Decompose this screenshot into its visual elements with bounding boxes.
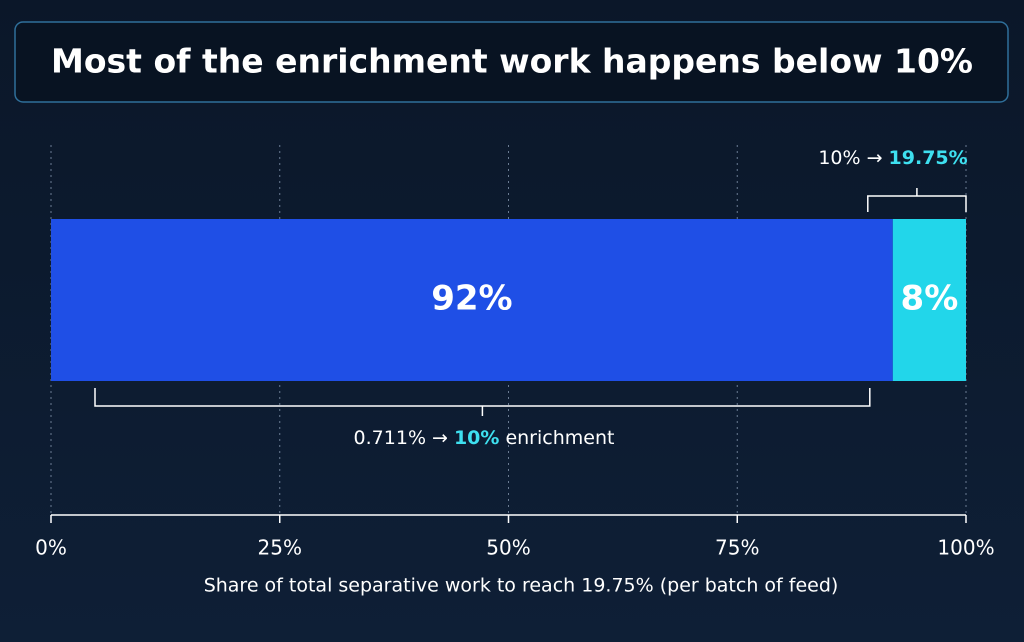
annotation-part: 10% → xyxy=(818,147,882,169)
x-tick-label: 25% xyxy=(258,536,302,560)
annotation-part: 10% xyxy=(454,427,499,449)
x-tick-label: 0% xyxy=(35,536,67,560)
annotation-part: enrichment xyxy=(505,427,614,449)
annotation-part: 19.75% xyxy=(889,147,968,169)
value-label: 8% xyxy=(901,279,959,319)
annotation-part: 0.711% → xyxy=(354,427,448,449)
chart-title: Most of the enrichment work happens belo… xyxy=(51,42,973,81)
title-box xyxy=(14,21,1009,103)
annotation: 10% → 19.75% xyxy=(818,147,967,169)
x-axis-label: Share of total separative work to reach … xyxy=(204,575,839,597)
bar-segment xyxy=(51,219,893,381)
value-label: 92% xyxy=(431,279,512,319)
bar-segment xyxy=(892,219,966,381)
x-tick-label: 50% xyxy=(486,536,530,560)
annotation: 0.711% → 10% enrichment xyxy=(354,427,615,449)
x-tick-label: 100% xyxy=(937,536,994,560)
x-tick-label: 75% xyxy=(715,536,759,560)
